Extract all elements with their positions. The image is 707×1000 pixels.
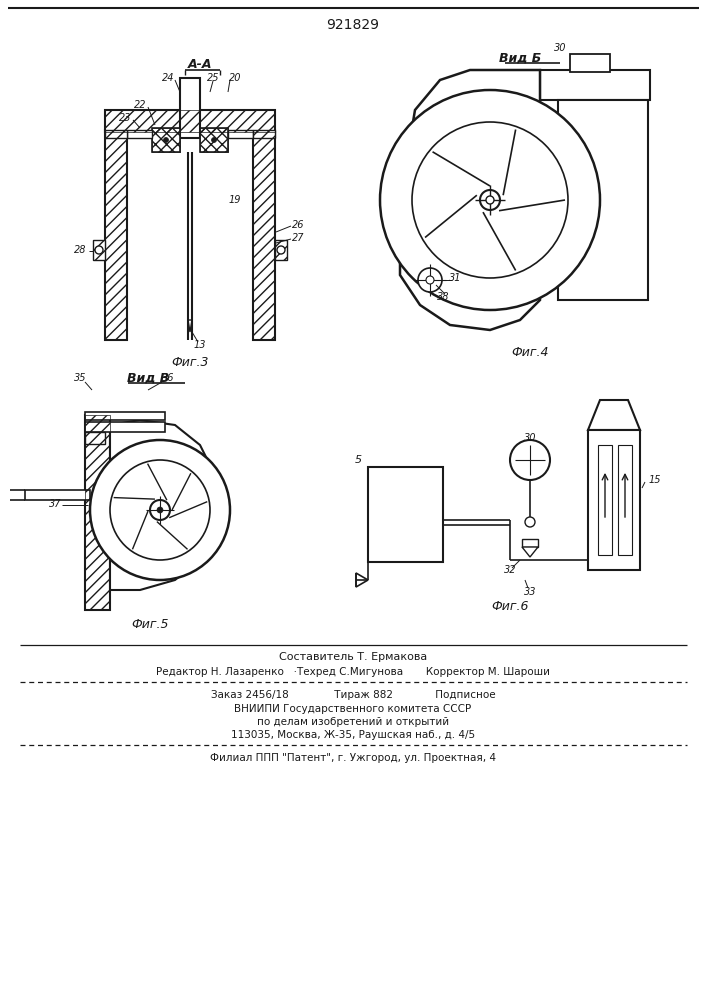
Text: 35: 35	[74, 373, 86, 383]
Circle shape	[525, 517, 535, 527]
Circle shape	[110, 460, 210, 560]
Text: 20: 20	[229, 73, 241, 83]
Text: 33: 33	[524, 587, 536, 597]
Bar	[93, 240, 105, 260]
Text: 15: 15	[649, 475, 661, 485]
Text: 19: 19	[229, 195, 241, 205]
Text: 921829: 921829	[327, 18, 380, 32]
Bar	[180, 78, 200, 138]
Bar	[253, 130, 275, 138]
Text: Вид В: Вид В	[127, 371, 169, 384]
Text: Фиг.4: Фиг.4	[511, 346, 549, 359]
Bar	[85, 412, 165, 420]
Bar	[253, 130, 275, 340]
Polygon shape	[400, 70, 540, 330]
Text: 30: 30	[554, 43, 566, 53]
Text: 25: 25	[206, 73, 219, 83]
Bar	[540, 70, 650, 100]
Bar	[85, 415, 110, 610]
Polygon shape	[588, 400, 640, 430]
Text: 27: 27	[292, 233, 304, 243]
Circle shape	[277, 246, 285, 254]
Text: 113035, Москва, Ж-35, Раушская наб., д. 4/5: 113035, Москва, Ж-35, Раушская наб., д. …	[231, 730, 475, 740]
Bar	[85, 432, 105, 444]
Bar	[228, 130, 253, 138]
Text: 36: 36	[162, 373, 174, 383]
Text: Филиал ППП "Патент", г. Ужгород, ул. Проектная, 4: Филиал ППП "Патент", г. Ужгород, ул. Про…	[210, 753, 496, 763]
Bar	[200, 128, 228, 152]
Text: 30: 30	[524, 433, 536, 443]
Text: 26: 26	[292, 220, 304, 230]
Bar	[275, 240, 287, 260]
Text: Редактор Н. Лазаренко   ·Техред С.Мигунова       Корректор М. Шароши: Редактор Н. Лазаренко ·Техред С.Мигунова…	[156, 667, 550, 677]
Text: 23: 23	[119, 113, 132, 123]
Text: 37: 37	[49, 499, 62, 509]
Bar	[522, 539, 538, 547]
Circle shape	[90, 440, 230, 580]
Text: Фиг.5: Фиг.5	[132, 618, 169, 632]
Text: Заказ 2456/18              Тираж 882             Подписное: Заказ 2456/18 Тираж 882 Подписное	[211, 690, 496, 700]
Text: Вид Б: Вид Б	[499, 51, 541, 64]
Text: Фиг.6: Фиг.6	[491, 600, 529, 613]
Bar	[105, 110, 275, 132]
Bar	[368, 467, 443, 562]
Circle shape	[418, 268, 442, 292]
Bar	[598, 445, 612, 555]
Text: 32: 32	[504, 565, 516, 575]
Bar	[200, 128, 228, 152]
Bar	[618, 445, 632, 555]
Bar	[588, 430, 640, 570]
Bar	[105, 130, 127, 138]
Circle shape	[480, 190, 500, 210]
Text: 22: 22	[134, 100, 146, 110]
Text: Фиг.3: Фиг.3	[171, 357, 209, 369]
Text: 13: 13	[194, 340, 206, 350]
Text: 38: 38	[437, 292, 449, 302]
Bar	[253, 130, 275, 340]
Circle shape	[163, 137, 168, 142]
Bar	[105, 130, 127, 340]
Circle shape	[426, 276, 434, 284]
Bar	[93, 240, 105, 260]
Circle shape	[380, 90, 600, 310]
Text: 28: 28	[74, 245, 86, 255]
Circle shape	[157, 507, 163, 513]
Circle shape	[150, 500, 170, 520]
Bar	[85, 422, 165, 432]
Bar	[152, 128, 180, 152]
Text: по делам изобретений и открытий: по делам изобретений и открытий	[257, 717, 449, 727]
Circle shape	[510, 440, 550, 480]
Polygon shape	[522, 547, 538, 557]
Bar	[570, 54, 610, 72]
Text: 24: 24	[162, 73, 174, 83]
Bar	[558, 100, 648, 300]
Text: Составитель Т. Ермакова: Составитель Т. Ермакова	[279, 652, 427, 662]
Bar	[105, 130, 127, 340]
Bar	[105, 110, 275, 132]
Circle shape	[211, 137, 216, 142]
Bar	[152, 128, 180, 152]
Text: 5: 5	[354, 455, 361, 465]
Text: А-А: А-А	[188, 58, 212, 72]
Text: ВНИИПИ Государственного комитета СССР: ВНИИПИ Государственного комитета СССР	[235, 704, 472, 714]
Polygon shape	[356, 573, 368, 587]
Bar	[127, 130, 152, 138]
Polygon shape	[188, 320, 192, 332]
Text: 31: 31	[449, 273, 461, 283]
Bar	[25, 490, 90, 500]
Polygon shape	[110, 420, 215, 590]
Circle shape	[486, 196, 494, 204]
Circle shape	[412, 122, 568, 278]
Circle shape	[95, 246, 103, 254]
Bar	[85, 415, 110, 610]
Bar	[275, 240, 287, 260]
